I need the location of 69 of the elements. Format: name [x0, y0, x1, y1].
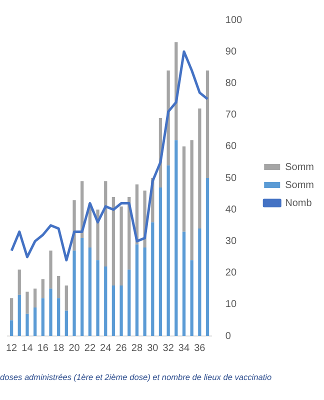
bar: [112, 285, 116, 336]
bar: [18, 294, 21, 336]
bar: [151, 222, 154, 336]
x-tick-label: 28: [131, 342, 143, 354]
legend-label: Nomb: [285, 198, 312, 209]
y-tick-label: 80: [225, 78, 237, 89]
bar: [206, 70, 210, 178]
bar: [182, 232, 186, 336]
bar: [190, 260, 194, 336]
y-tick-label: 60: [225, 141, 237, 152]
bar: [104, 181, 108, 266]
y-tick-label: 0: [225, 330, 232, 342]
y-tick-label: 20: [225, 268, 237, 279]
y-tick-label: 40: [225, 204, 237, 216]
x-tick-label: 30: [147, 342, 159, 354]
bar: [57, 298, 60, 336]
x-tick-label: 26: [116, 342, 128, 354]
bar: [41, 279, 44, 298]
bar: [64, 310, 68, 336]
bar: [26, 292, 29, 314]
bar: [41, 298, 44, 336]
bar: [10, 298, 14, 320]
y-tick-label: 100: [225, 14, 243, 26]
x-tick-label: 24: [100, 342, 112, 354]
bar: [190, 140, 194, 260]
legend-label: Somm: [285, 162, 314, 173]
bar: [26, 314, 29, 336]
legend-label: Somm: [285, 180, 314, 191]
bar: [80, 238, 84, 336]
bar: [198, 108, 202, 229]
bar: [206, 178, 210, 336]
bar: [49, 288, 52, 336]
x-tick-label: 16: [37, 342, 49, 354]
x-tick-label: 14: [22, 342, 34, 354]
bar: [88, 248, 92, 336]
x-tick-label: 12: [6, 342, 18, 354]
bar: [166, 165, 170, 336]
bar: [104, 266, 108, 336]
x-tick-label: 34: [178, 342, 190, 354]
bar: [120, 206, 123, 286]
bar: [49, 250, 52, 289]
bar: [18, 270, 21, 295]
bar: [174, 140, 178, 336]
x-tick-label: 20: [68, 342, 80, 354]
bar: [34, 288, 37, 308]
bar: [64, 285, 68, 311]
bar: [10, 320, 14, 336]
y-tick-label: 90: [225, 46, 237, 58]
bar: [34, 308, 37, 336]
bar: [135, 244, 139, 336]
text: doses administrées (1ère et 2ième dose) et nombre de lieux de vaccinatio: [0, 372, 273, 382]
bar: [72, 250, 76, 336]
y-tick-label: 30: [225, 236, 237, 247]
bar: [112, 196, 116, 286]
bar: [158, 187, 162, 336]
bar: [143, 248, 146, 336]
bar: [57, 276, 60, 298]
bar: [182, 146, 186, 232]
x-tick-label: 36: [194, 342, 206, 354]
y-tick-label: 70: [225, 110, 237, 121]
x-tick-label: 18: [53, 342, 65, 354]
x-tick-label: 32: [162, 342, 174, 354]
bar: [120, 285, 123, 336]
bar: [96, 260, 100, 336]
bar: [198, 228, 202, 336]
x-tick-label: 22: [84, 342, 96, 354]
y-tick-label: 50: [225, 172, 237, 184]
bar: [128, 270, 131, 336]
y-tick-label: 10: [225, 299, 237, 310]
